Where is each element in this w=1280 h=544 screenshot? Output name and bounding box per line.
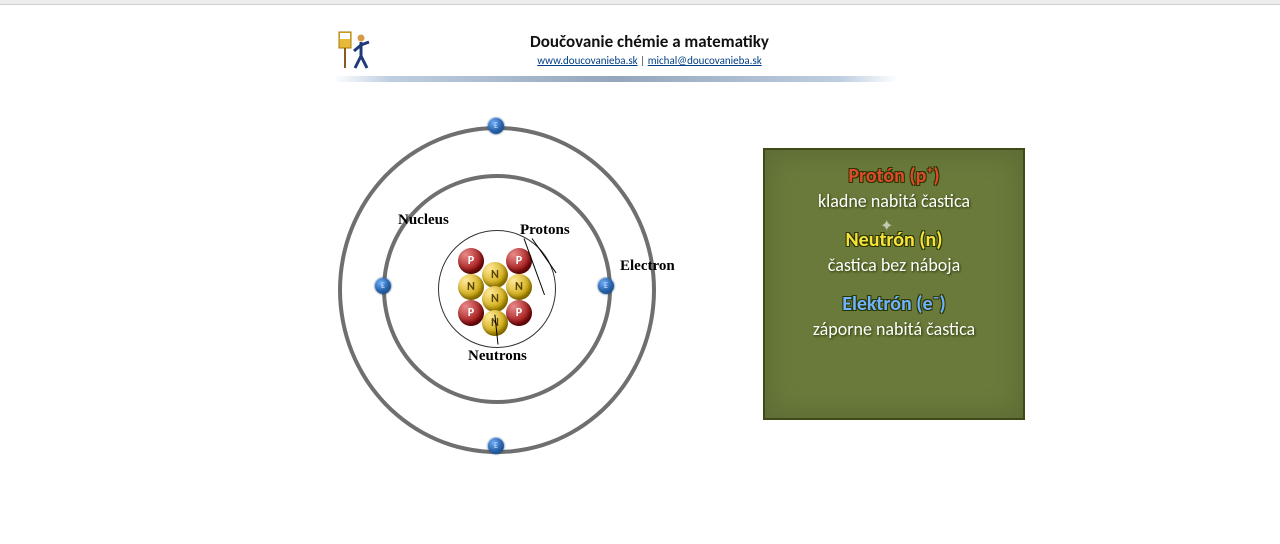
info-proton-title: Protón (p⁺) [769,164,1019,188]
label-nucleus: Nucleus [398,212,449,229]
title-block: Doučovanie chémie a matematiky www.douco… [401,31,898,67]
info-electron-desc: záporne nabitá častica [769,318,1019,340]
particle-info-box: Protón (p⁺) kladne nabitá častica Neutró… [763,148,1025,420]
proton: P [458,248,484,274]
info-neutron-title: Neutrón (n) [769,228,1019,252]
info-electron: Elektrón (e⁻) záporne nabitá častica [769,292,1019,340]
website-link[interactable]: www.doucovanieba.sk [537,54,637,67]
neutron: N [506,274,532,300]
header: Doučovanie chémie a matematiky www.douco… [333,28,898,82]
page: Doučovanie chémie a matematiky www.douco… [128,6,1152,544]
neutron: N [482,262,508,288]
neutron: N [482,286,508,312]
logo-icon [333,28,375,70]
info-neutron: Neutrón (n) častica bez náboja [769,228,1019,276]
electron: E [488,438,504,454]
electron: E [375,278,391,294]
label-neutrons: Neutrons [468,348,527,365]
proton: P [506,300,532,326]
header-links: www.doucovanieba.sk | michal@doucovanieb… [401,54,898,67]
page-title: Doučovanie chémie a matematiky [401,31,898,52]
email-link[interactable]: michal@doucovanieba.sk [648,54,762,67]
electron: E [598,278,614,294]
electron-letter: E [488,118,504,134]
neutron: N [458,274,484,300]
atom-diagram: NPPNNNPPN Nucleus Protons Neutrons Elect… [328,126,668,486]
link-separator: | [640,54,648,67]
info-neutron-desc: častica bez náboja [769,254,1019,276]
window-top-border [0,0,1280,5]
info-proton: Protón (p⁺) kladne nabitá častica [769,164,1019,212]
electron: E [488,118,504,134]
header-row: Doučovanie chémie a matematiky www.douco… [333,28,898,70]
info-proton-desc: kladne nabitá častica [769,190,1019,212]
label-electron: Electron [620,258,675,275]
header-divider [333,76,898,82]
proton: P [458,300,484,326]
info-electron-title: Elektrón (e⁻) [769,292,1019,316]
electron-letter: E [598,278,614,294]
cursor-icon: ✦ [880,216,893,236]
electron-letter: E [488,438,504,454]
label-protons: Protons [520,222,570,239]
electron-letter: E [375,278,391,294]
